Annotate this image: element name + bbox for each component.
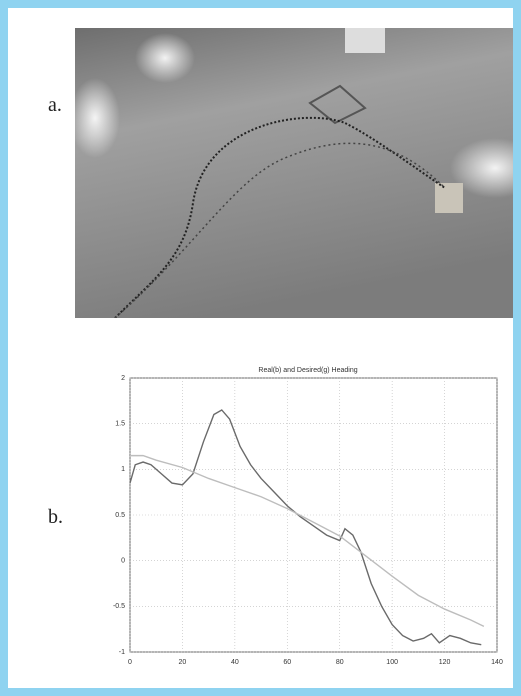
y-tick-label: -1 — [119, 649, 125, 656]
chart-title: Real(b) and Desired(g) Heading — [258, 367, 357, 374]
photo — [75, 28, 513, 318]
y-tick-label: 1.5 — [115, 421, 125, 428]
y-tick-label: -0.5 — [113, 603, 125, 610]
x-tick-label: 120 — [439, 659, 451, 666]
x-tick-label: 20 — [179, 659, 187, 666]
series-line — [130, 454, 485, 628]
x-tick-label: 100 — [386, 659, 398, 666]
y-tick-label: 1 — [121, 466, 125, 473]
x-tick-label: 60 — [283, 659, 291, 666]
x-tick-label: 80 — [336, 659, 344, 666]
y-tick-label: 0.5 — [115, 512, 125, 519]
y-tick-label: 0 — [121, 558, 125, 565]
panel-label: b. — [48, 506, 63, 528]
x-tick-label: 0 — [128, 659, 132, 666]
series-line — [129, 409, 482, 646]
panel-label: a. — [48, 94, 62, 116]
x-tick-label: 140 — [491, 659, 503, 666]
chart: Real(b) and Desired(g) Heading -1 -0.5 0 0.… — [113, 367, 503, 666]
y-tick-label: 2 — [121, 375, 125, 382]
x-tick-label: 40 — [231, 659, 239, 666]
